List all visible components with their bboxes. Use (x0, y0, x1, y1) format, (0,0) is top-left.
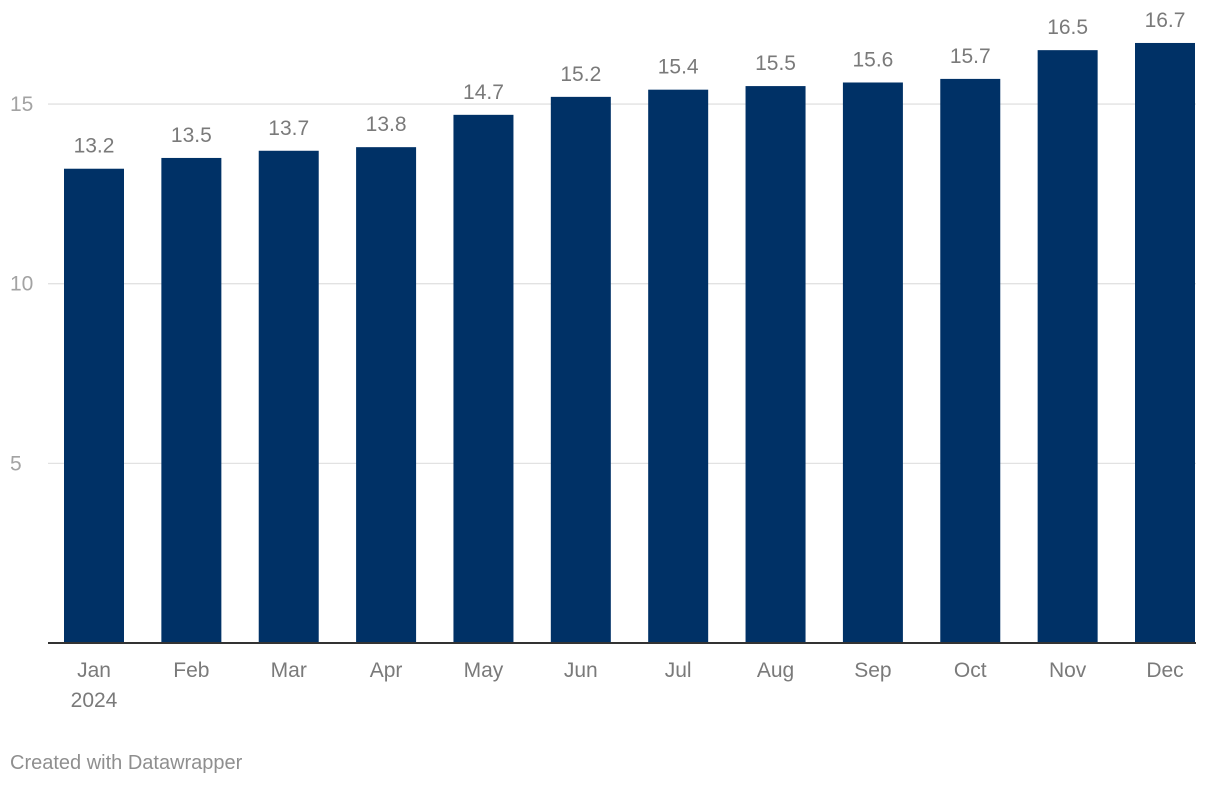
x-tick-label: Jan (77, 659, 111, 682)
bar-value-label: 13.7 (268, 117, 309, 140)
bar (940, 78, 1001, 644)
bar (258, 150, 319, 643)
bar (64, 168, 124, 643)
bar-value-label: 15.6 (852, 48, 893, 71)
bar (161, 157, 222, 643)
bar (1037, 50, 1098, 643)
y-axis: 5 10 15 (10, 93, 33, 475)
bar-value-label: 16.5 (1047, 16, 1088, 39)
y-tick-label: 15 (10, 93, 33, 116)
bar (550, 96, 611, 643)
x-tick-label: Nov (1049, 659, 1087, 682)
bar-value-label: 13.2 (74, 135, 115, 158)
x-tick-label: Oct (954, 659, 987, 682)
grid (48, 103, 1196, 465)
x-tick-label: Feb (173, 659, 209, 682)
x-tick-label: Mar (271, 659, 307, 682)
x-tick-label: Aug (757, 659, 794, 682)
bar (842, 82, 903, 643)
bar (356, 147, 417, 643)
bar (648, 89, 709, 644)
bars (64, 42, 1195, 644)
x-tick-sublabel: 2024 (71, 689, 118, 712)
bar-value-label: 15.4 (658, 56, 699, 79)
value-labels: 13.2 13.5 13.7 13.8 14.7 15.2 15.4 15.5 15.6 15.7… (74, 9, 1186, 158)
bar (1135, 42, 1195, 644)
credit-text: Created with Datawrapper (10, 752, 243, 774)
bar-value-label: 15.7 (950, 45, 991, 68)
bar-value-label: 13.5 (171, 124, 212, 147)
bar (453, 114, 514, 644)
bar-value-label: 14.7 (463, 81, 504, 104)
bar (745, 86, 806, 643)
x-tick-label: Jun (564, 659, 598, 682)
x-tick-label: Dec (1146, 659, 1183, 682)
x-tick-label: Sep (854, 659, 891, 682)
y-tick-label: 5 (10, 452, 22, 475)
bar-value-label: 15.5 (755, 52, 796, 75)
y-tick-label: 10 (10, 273, 33, 296)
x-tick-label: May (464, 659, 504, 682)
bar-value-label: 15.2 (560, 63, 601, 86)
bar-value-label: 13.8 (366, 113, 407, 136)
x-tick-label: Apr (370, 659, 403, 682)
x-tick-label: Jul (665, 659, 692, 682)
x-axis: Jan 2024 Feb Mar Apr May Jun Jul Aug Sep Oct Nov Dec (71, 659, 1184, 712)
bar-value-label: 16.7 (1145, 9, 1186, 32)
